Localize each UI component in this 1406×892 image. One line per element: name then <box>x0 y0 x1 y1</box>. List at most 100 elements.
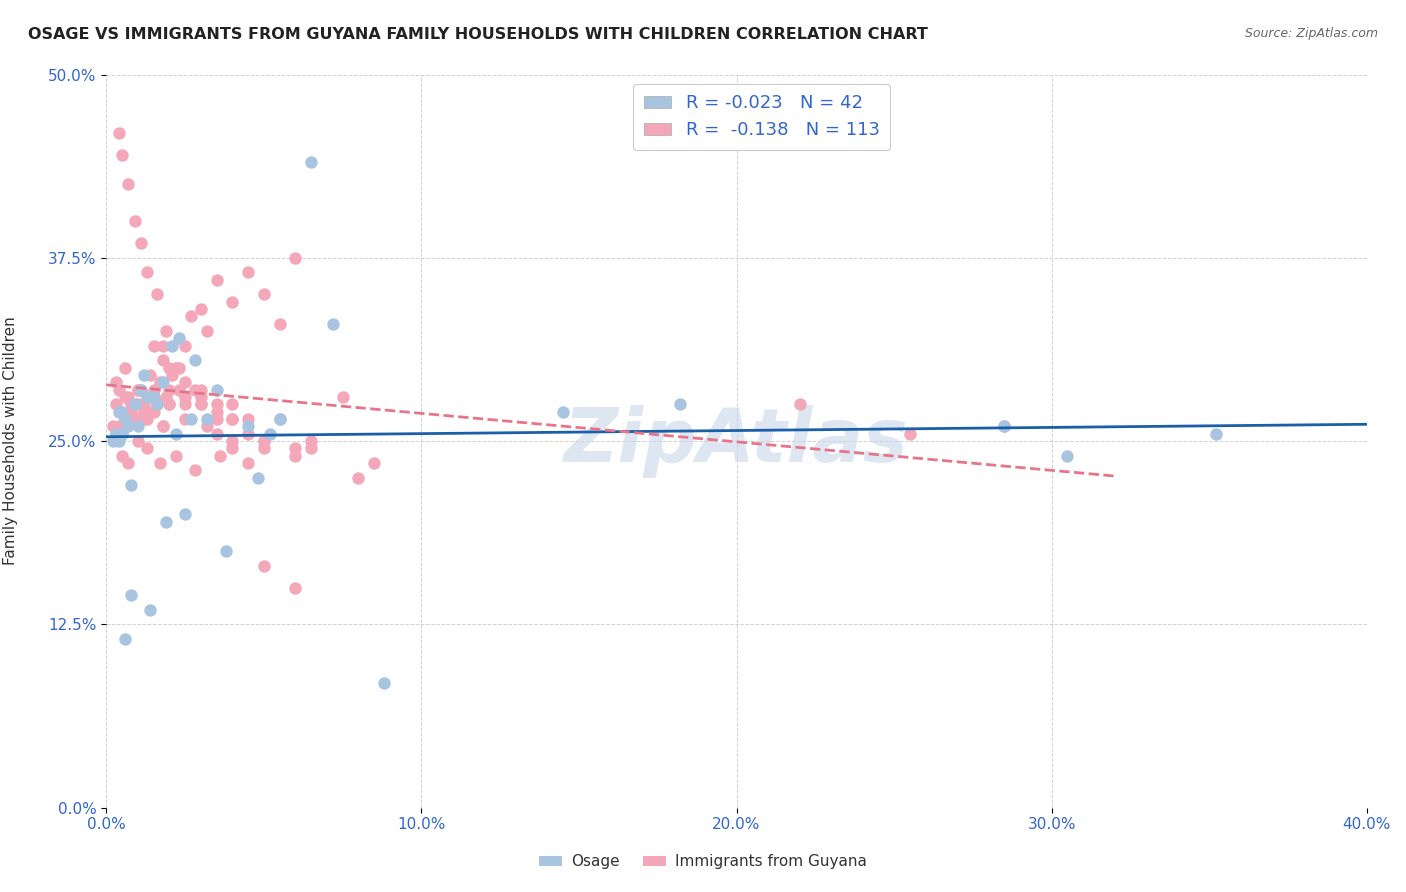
Point <box>139 405 162 419</box>
Point <box>104 376 127 390</box>
Point <box>121 405 143 419</box>
Point <box>142 390 165 404</box>
Point <box>221 434 243 449</box>
Point <box>162 339 184 353</box>
Point <box>253 287 276 301</box>
Point <box>139 368 162 383</box>
Point <box>789 397 811 411</box>
Point <box>132 368 155 383</box>
Point <box>121 405 143 419</box>
Point <box>236 426 259 441</box>
Point <box>165 449 187 463</box>
Point <box>132 397 155 411</box>
Point <box>111 426 134 441</box>
Point <box>142 339 165 353</box>
Point <box>111 405 134 419</box>
Point <box>149 376 172 390</box>
Point <box>205 397 228 411</box>
Point <box>1205 426 1227 441</box>
Point <box>152 419 174 434</box>
Point <box>259 426 281 441</box>
Point <box>157 383 180 397</box>
Point <box>299 155 322 169</box>
Point <box>145 397 167 411</box>
Point <box>117 456 139 470</box>
Point <box>299 442 322 456</box>
Point <box>101 419 124 434</box>
Point <box>284 251 307 265</box>
Point <box>127 419 149 434</box>
Point <box>101 434 124 449</box>
Point <box>136 390 159 404</box>
Point <box>174 376 197 390</box>
Point <box>152 339 174 353</box>
Point <box>127 434 149 449</box>
Point <box>669 397 692 411</box>
Point <box>993 419 1015 434</box>
Point <box>253 558 276 573</box>
Point <box>236 456 259 470</box>
Point <box>167 331 190 345</box>
Point <box>124 412 146 426</box>
Point <box>898 426 921 441</box>
Point <box>205 426 228 441</box>
Point <box>145 397 167 411</box>
Point <box>152 376 174 390</box>
Point <box>127 412 149 426</box>
Point <box>152 353 174 368</box>
Point <box>157 360 180 375</box>
Point <box>111 426 134 441</box>
Point <box>114 390 136 404</box>
Point <box>129 236 152 251</box>
Legend: Osage, Immigrants from Guyana: Osage, Immigrants from Guyana <box>533 848 873 875</box>
Point <box>180 412 202 426</box>
Point <box>127 383 149 397</box>
Point <box>269 412 291 426</box>
Point <box>117 419 139 434</box>
Point <box>114 412 136 426</box>
Point <box>121 588 143 602</box>
Point <box>108 383 131 397</box>
Y-axis label: Family Households with Children: Family Households with Children <box>3 317 18 566</box>
Point <box>190 302 212 317</box>
Point <box>136 265 159 279</box>
Point <box>165 360 187 375</box>
Point <box>363 456 385 470</box>
Point <box>190 397 212 411</box>
Point <box>167 383 190 397</box>
Point <box>152 419 174 434</box>
Point <box>195 419 218 434</box>
Point <box>121 397 143 411</box>
Text: Source: ZipAtlas.com: Source: ZipAtlas.com <box>1244 27 1378 40</box>
Point <box>155 390 177 404</box>
Point <box>299 434 322 449</box>
Point <box>195 324 218 338</box>
Point <box>139 603 162 617</box>
Point <box>190 390 212 404</box>
Point <box>111 449 134 463</box>
Point <box>183 353 205 368</box>
Point <box>1056 449 1078 463</box>
Point <box>993 419 1015 434</box>
Point <box>190 383 212 397</box>
Point <box>332 390 354 404</box>
Point <box>114 632 136 646</box>
Point <box>132 412 155 426</box>
Point <box>117 390 139 404</box>
Legend: R = -0.023   N = 42, R =  -0.138   N = 113: R = -0.023 N = 42, R = -0.138 N = 113 <box>633 84 890 150</box>
Point <box>127 397 149 411</box>
Point <box>284 442 307 456</box>
Point <box>157 397 180 411</box>
Point <box>108 419 131 434</box>
Text: ZipAtlas: ZipAtlas <box>564 405 908 477</box>
Point <box>124 214 146 228</box>
Point <box>167 360 190 375</box>
Point <box>145 287 167 301</box>
Point <box>157 397 180 411</box>
Point <box>205 405 228 419</box>
Point <box>132 405 155 419</box>
Point <box>111 148 134 162</box>
Point <box>284 449 307 463</box>
Point <box>121 405 143 419</box>
Point <box>269 412 291 426</box>
